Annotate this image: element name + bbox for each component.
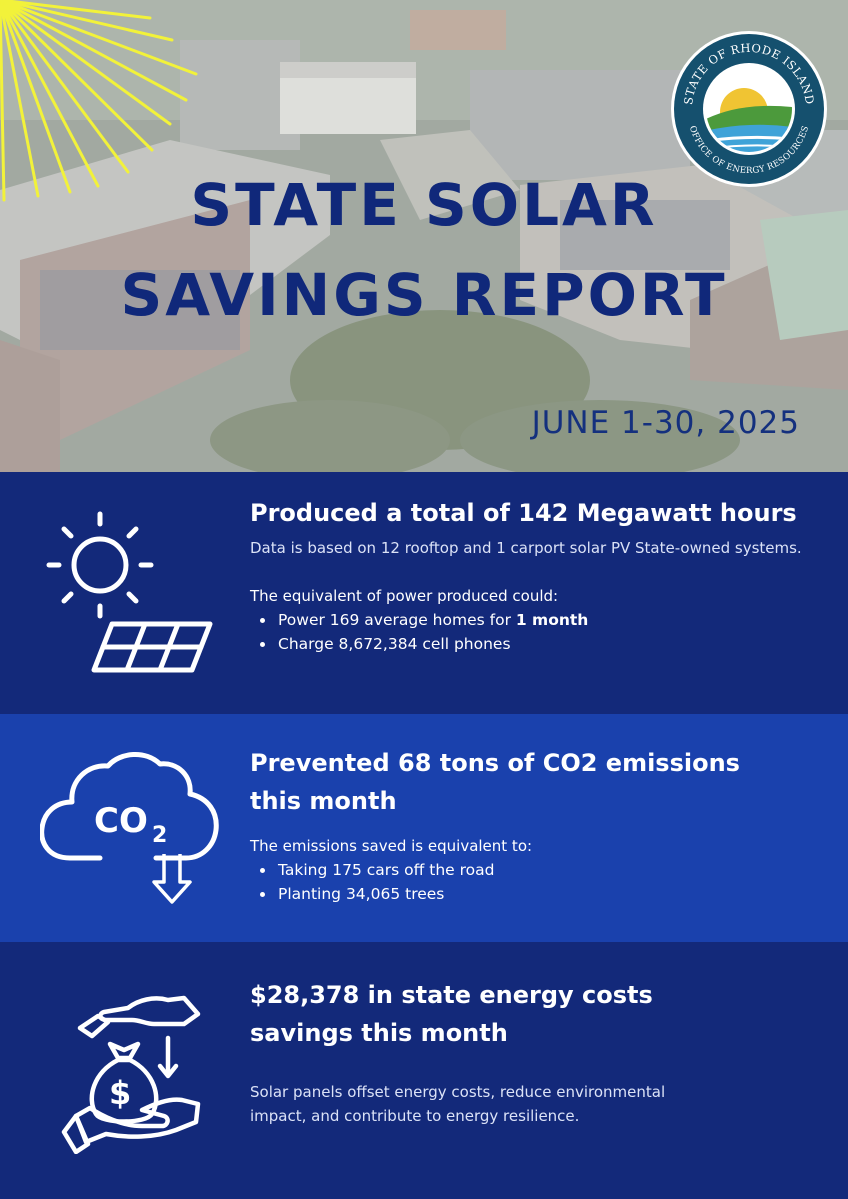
production-intro: The equivalent of power produced could:	[250, 587, 559, 605]
savings-section: $ $28,378 in state energy costs savings …	[0, 942, 848, 1199]
savings-description: Solar panels offset energy costs, reduce…	[250, 1083, 666, 1125]
list-item: Charge 8,672,384 cell phones	[250, 632, 820, 656]
svg-text:$: $	[109, 1074, 131, 1112]
office-of-energy-resources-seal: STATE OF RHODE ISLAND OFFICE OF ENERGY R…	[671, 31, 827, 187]
emissions-section: CO 2 Prevented 68 tons of CO2 emissions …	[0, 714, 848, 942]
emissions-equivalents: Taking 175 cars off the road Planting 34…	[250, 858, 820, 906]
list-item: Power 169 average homes for 1 month	[250, 608, 820, 632]
page-title: STATE SOLAR SAVINGS REPORT	[0, 176, 848, 324]
savings-heading-line1: $28,378 in state energy costs	[250, 981, 653, 1009]
title-line-1: STATE SOLAR	[190, 171, 658, 239]
savings-content: $28,378 in state energy costs savings th…	[250, 976, 820, 1128]
emissions-heading-line1: Prevented 68 tons of CO2 emissions	[250, 749, 740, 777]
production-content: Produced a total of 142 Megawatt hours D…	[250, 494, 820, 656]
phones-text: Charge 8,672,384 cell phones	[278, 635, 511, 653]
emissions-intro: The emissions saved is equivalent to:	[250, 837, 533, 855]
homes-duration: 1 month	[515, 611, 589, 629]
production-description: Data is based on 12 rooftop and 1 carpor…	[250, 539, 802, 557]
sun-solar-panel-icon	[46, 511, 213, 673]
svg-text:2: 2	[152, 823, 167, 848]
production-heading: Produced a total of 142 Megawatt hours	[250, 499, 797, 527]
svg-text:CO: CO	[94, 801, 148, 841]
emissions-content: Prevented 68 tons of CO2 emissions this …	[250, 744, 820, 906]
production-section: Produced a total of 142 Megawatt hours D…	[0, 472, 848, 714]
sun-rays-graphic	[0, 0, 198, 202]
production-equivalents: Power 169 average homes for 1 month Char…	[250, 608, 820, 656]
emissions-heading: Prevented 68 tons of CO2 emissions this …	[250, 744, 820, 820]
homes-text: Power 169 average homes for	[278, 611, 516, 629]
money-bag-hand-icon: $	[61, 995, 201, 1154]
list-item: Taking 175 cars off the road	[250, 858, 820, 882]
emissions-heading-line2: this month	[250, 787, 397, 815]
savings-heading-line2: savings this month	[250, 1019, 508, 1047]
title-line-2: SAVINGS REPORT	[120, 261, 728, 329]
co2-cloud-icon: CO 2	[40, 751, 219, 904]
list-item: Planting 34,065 trees	[250, 882, 820, 906]
hero-banner: STATE OF RHODE ISLAND OFFICE OF ENERGY R…	[0, 0, 848, 472]
report-date-range: JUNE 1-30, 2025	[531, 405, 800, 441]
savings-heading: $28,378 in state energy costs savings th…	[250, 976, 820, 1052]
